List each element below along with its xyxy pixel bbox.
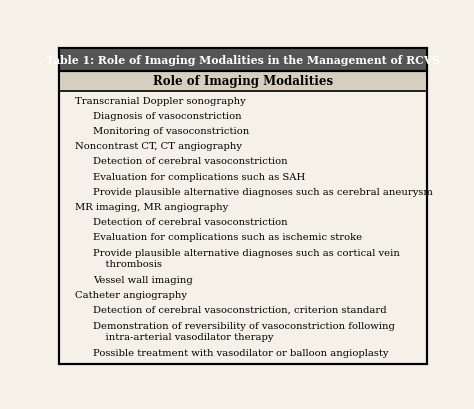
Text: Evaluation for complications such as SAH: Evaluation for complications such as SAH xyxy=(93,172,305,181)
Text: Table 1: Role of Imaging Modalities in the Management of RCVS: Table 1: Role of Imaging Modalities in t… xyxy=(46,55,440,66)
Text: Catheter angiography: Catheter angiography xyxy=(75,290,187,299)
FancyBboxPatch shape xyxy=(59,49,427,72)
Text: Noncontrast CT, CT angiography: Noncontrast CT, CT angiography xyxy=(75,142,242,151)
Text: Evaluation for complications such as ischemic stroke: Evaluation for complications such as isc… xyxy=(93,232,362,241)
Text: Provide plausible alternative diagnoses such as cortical vein
    thrombosis: Provide plausible alternative diagnoses … xyxy=(93,248,400,268)
Text: Detection of cerebral vasoconstriction, criterion standard: Detection of cerebral vasoconstriction, … xyxy=(93,305,386,314)
Text: Vessel wall imaging: Vessel wall imaging xyxy=(93,275,192,284)
Text: Demonstration of reversibility of vasoconstriction following
    intra-arterial : Demonstration of reversibility of vasoco… xyxy=(93,321,394,342)
Text: MR imaging, MR angiography: MR imaging, MR angiography xyxy=(75,202,228,211)
Text: Possible treatment with vasodilator or balloon angioplasty: Possible treatment with vasodilator or b… xyxy=(93,348,388,357)
Text: Provide plausible alternative diagnoses such as cerebral aneurysm: Provide plausible alternative diagnoses … xyxy=(93,187,433,196)
FancyBboxPatch shape xyxy=(59,49,427,364)
Text: Diagnosis of vasoconstriction: Diagnosis of vasoconstriction xyxy=(93,112,241,121)
Text: Monitoring of vasoconstriction: Monitoring of vasoconstriction xyxy=(93,127,249,136)
Text: Transcranial Doppler sonography: Transcranial Doppler sonography xyxy=(75,97,246,106)
FancyBboxPatch shape xyxy=(59,72,427,91)
Text: Detection of cerebral vasoconstriction: Detection of cerebral vasoconstriction xyxy=(93,157,287,166)
Text: Role of Imaging Modalities: Role of Imaging Modalities xyxy=(153,75,333,88)
Text: Detection of cerebral vasoconstriction: Detection of cerebral vasoconstriction xyxy=(93,217,287,226)
